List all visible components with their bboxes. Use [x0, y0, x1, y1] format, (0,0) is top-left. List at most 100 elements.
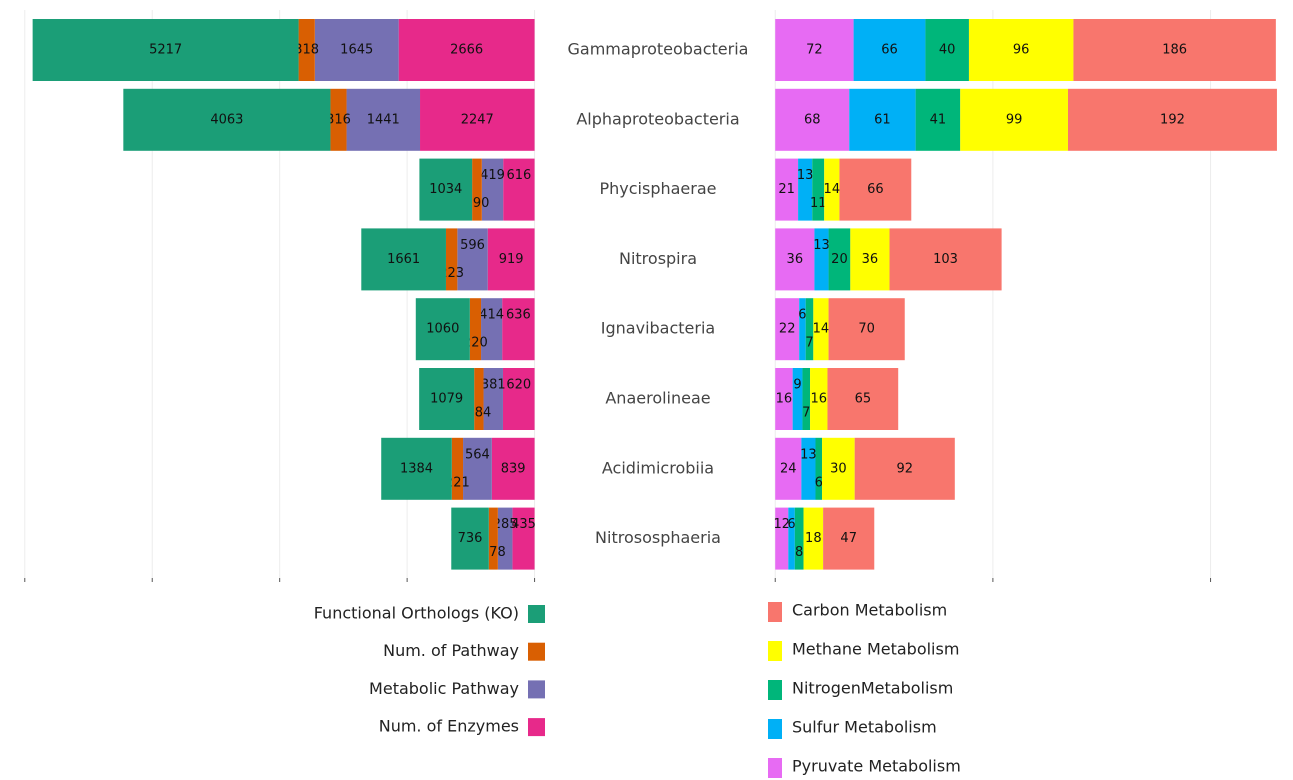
bar-segment	[420, 88, 535, 151]
bar-segment	[788, 507, 795, 570]
bar-segment	[474, 368, 484, 430]
bar-segment	[775, 437, 802, 500]
bar-segment	[839, 158, 912, 221]
bar-segment	[828, 228, 851, 291]
bar-segment	[419, 158, 473, 221]
bar-segment	[32, 19, 299, 81]
bar-segment	[803, 507, 824, 570]
bar-segment	[361, 228, 446, 291]
bar-segment	[512, 507, 535, 570]
bar-segment	[483, 368, 503, 430]
data-label: 1060	[426, 322, 459, 337]
legend-swatch	[768, 719, 782, 739]
data-label: 68	[804, 112, 821, 127]
bar-segment	[827, 368, 899, 430]
bar-segment	[828, 298, 905, 361]
legend-swatch	[528, 680, 545, 699]
bar-segment	[794, 507, 804, 570]
category-label: Acidimicrobiia	[602, 458, 714, 477]
data-label: 22	[779, 322, 796, 337]
legend-swatch	[528, 642, 545, 661]
bar-segment	[775, 507, 789, 570]
data-label: 736	[458, 531, 483, 546]
data-label: 419	[480, 168, 505, 183]
legend-swatch	[768, 602, 782, 622]
bar-segment	[801, 437, 816, 500]
data-label: 13	[800, 447, 817, 462]
data-label: 92	[896, 461, 913, 476]
bar-segment	[314, 19, 399, 81]
data-label: 70	[858, 322, 875, 337]
data-label: 11	[810, 196, 827, 211]
data-label: 186	[1162, 43, 1187, 58]
data-label: 14	[813, 322, 830, 337]
data-label: 41	[930, 112, 947, 127]
data-label: 318	[294, 43, 319, 58]
bar-segment	[814, 228, 829, 291]
data-label: 1034	[429, 182, 462, 197]
data-label: 7	[802, 406, 810, 421]
data-label: 616	[506, 168, 531, 183]
data-label: 4063	[210, 112, 243, 127]
data-label: 61	[874, 112, 891, 127]
data-label: 9	[793, 378, 801, 393]
data-label: 16	[776, 392, 793, 407]
bar-segment	[488, 507, 498, 570]
bar-segment	[805, 298, 814, 361]
data-label: 103	[933, 252, 958, 267]
bar-segment	[445, 228, 458, 291]
bar-segment	[398, 19, 535, 81]
data-label: 192	[1160, 112, 1185, 127]
data-label: 18	[805, 531, 822, 546]
data-label: 16	[810, 392, 827, 407]
data-label: 96	[1013, 43, 1030, 58]
bar-segment	[472, 158, 482, 221]
bar-segment	[960, 88, 1068, 151]
bar-segment	[451, 507, 489, 570]
bar-segment	[810, 368, 828, 430]
legend-label: Num. of Pathway	[383, 641, 519, 660]
data-label: 839	[501, 461, 526, 476]
bar-segment	[822, 437, 855, 500]
data-label: 66	[881, 43, 898, 58]
bar-segment	[1073, 19, 1276, 81]
data-label: 72	[806, 43, 823, 58]
bar-segment	[853, 19, 926, 81]
data-label: 1661	[387, 252, 420, 267]
data-label: 6	[815, 475, 823, 490]
legend-label: NitrogenMetabolism	[792, 679, 953, 698]
bar-segment	[419, 368, 475, 430]
data-label: 5217	[149, 43, 182, 58]
bar-segment	[813, 298, 829, 361]
data-label: 620	[506, 378, 531, 393]
data-label: 13	[797, 168, 814, 183]
bar-segment	[487, 228, 535, 291]
legend-swatch	[768, 641, 782, 661]
bar-segment	[123, 88, 331, 151]
data-label: 6	[798, 308, 806, 323]
data-label: 30	[830, 461, 847, 476]
bar-segment	[503, 158, 535, 221]
data-label: 8	[795, 545, 803, 560]
data-label: 636	[506, 308, 531, 323]
data-label: 285	[493, 517, 518, 532]
category-label: Gammaproteobacteria	[568, 40, 749, 59]
legend-swatch	[768, 758, 782, 778]
data-label: 1079	[430, 392, 463, 407]
bar-segment	[849, 88, 916, 151]
data-label: 12	[773, 517, 790, 532]
legend-label: Carbon Metabolism	[792, 601, 947, 620]
data-label: 7	[805, 336, 813, 351]
bar-segment	[775, 158, 799, 221]
bar-segment	[775, 298, 800, 361]
bar-segment	[968, 19, 1074, 81]
data-label: 6	[787, 517, 795, 532]
category-label: Ignavibacteria	[601, 319, 715, 338]
bar-segment	[775, 368, 793, 430]
bar-segment	[792, 368, 803, 430]
bar-segment	[812, 158, 825, 221]
data-label: 919	[499, 252, 524, 267]
bar-segment	[502, 368, 535, 430]
bar-segment	[491, 437, 535, 500]
